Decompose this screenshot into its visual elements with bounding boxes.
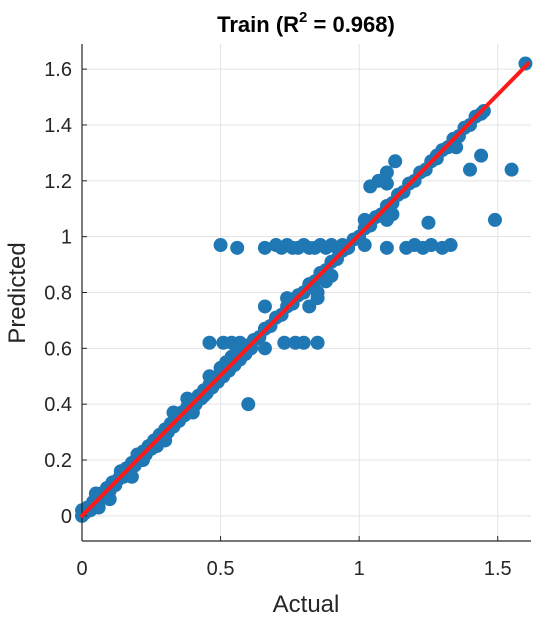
fit-line-layer [80,61,531,518]
data-point [388,154,403,169]
x-tick-label: 1.5 [484,558,512,580]
chart-title-rest: = 0.968) [307,12,394,37]
fit-line [80,61,531,518]
data-point [196,388,211,403]
data-point [180,391,195,406]
data-point [102,492,117,507]
data-point [449,140,464,155]
data-point [310,285,325,300]
x-tick-label: 0.5 [207,558,235,580]
y-tick-label: 0.4 [44,394,72,416]
data-point [166,405,181,420]
data-point [202,369,217,384]
data-point [463,162,478,177]
data-point [124,469,139,484]
y-tick-label: 0 [61,506,72,528]
data-point [310,335,325,350]
data-point [324,268,339,283]
data-point [302,299,317,314]
data-point [474,148,489,163]
data-point [213,238,228,253]
data-point [357,238,372,253]
data-point [241,397,256,412]
data-point [230,240,245,255]
y-tick-label: 0.8 [44,283,72,305]
y-tick-label: 1.6 [44,59,72,81]
chart-title: Train (R2 = 0.968) [217,9,395,37]
ticks-layer: 0 0.5 1 1.5 0 0.2 0.4 0.6 0.8 1 1.2 1.4 1.6 [44,59,511,580]
chart-title-superscript: 2 [299,9,307,26]
data-point [257,240,272,255]
data-point [202,335,217,350]
y-tick-label: 1.2 [44,171,72,193]
data-point [379,165,394,180]
data-point [379,212,394,227]
data-point [504,162,519,177]
data-point [421,215,436,230]
data-point [443,238,458,253]
data-point [277,335,292,350]
data-point [424,238,439,253]
data-point [296,335,311,350]
data-point [379,240,394,255]
x-axis-title: Actual [273,591,340,618]
grid-layer [81,44,531,541]
y-tick-label: 1 [61,227,72,249]
x-tick-label: 0 [76,558,87,580]
data-point [379,176,394,191]
y-tick-label: 0.2 [44,450,72,472]
y-axis-title: Predicted [4,242,31,343]
y-tick-label: 0.6 [44,338,72,360]
x-tick-label: 1 [354,558,365,580]
y-tick-label: 1.4 [44,115,72,137]
data-point [257,341,272,356]
data-point [257,299,272,314]
data-point [487,212,502,227]
